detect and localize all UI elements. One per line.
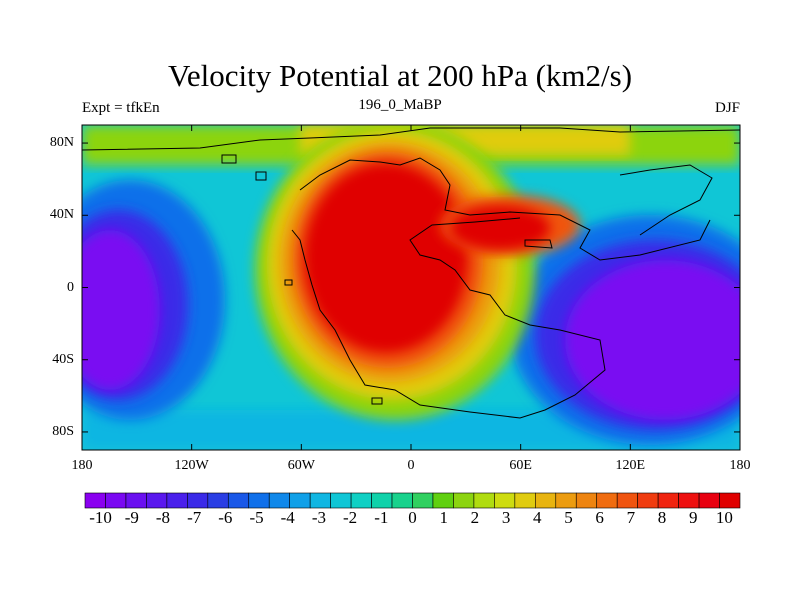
colorbar-swatch xyxy=(616,492,638,509)
experiment-label: Expt = tfkEn xyxy=(82,100,160,116)
colorbar-swatch xyxy=(412,492,434,509)
colorbar-swatch xyxy=(227,492,250,509)
colorbar-swatch xyxy=(657,492,679,509)
colorbar-swatch xyxy=(575,492,598,509)
x-tick-label: 0 xyxy=(407,458,415,473)
colorbar-label: -1 xyxy=(374,508,389,527)
x-tick-label: 120W xyxy=(174,458,209,473)
x-tick-label: 60W xyxy=(287,458,315,473)
y-tick-label: 0 xyxy=(67,279,74,295)
colorbar-swatch xyxy=(514,492,536,509)
run-label: 196_0_MaBP xyxy=(358,97,442,113)
colorbar-label: 7 xyxy=(626,508,636,527)
velocity-potential-field xyxy=(82,125,740,450)
colorbar-label: -3 xyxy=(311,508,327,527)
colorbar-label: -4 xyxy=(280,508,295,527)
colorbar-label: 1 xyxy=(439,508,448,527)
colorbar-label: -7 xyxy=(187,508,202,527)
colorbar-swatch xyxy=(391,492,413,509)
colorbar-label: 6 xyxy=(595,508,604,527)
colorbar-swatch xyxy=(309,492,331,509)
colorbar-swatch xyxy=(330,492,352,509)
colorbar xyxy=(84,492,741,509)
colorbar-label: 4 xyxy=(533,508,542,527)
x-tick-label: 180 xyxy=(729,458,751,473)
colorbar-swatch xyxy=(289,492,311,509)
season-label: DJF xyxy=(714,100,740,116)
colorbar-label: -5 xyxy=(249,508,264,527)
colorbar-label: -8 xyxy=(155,508,171,527)
colorbar-swatch xyxy=(84,492,106,509)
x-tick-label: 180 xyxy=(71,458,93,473)
colorbar-swatch xyxy=(125,492,147,509)
colorbar-swatch xyxy=(555,492,577,509)
colorbar-swatch xyxy=(207,492,229,509)
y-tick-label: 80S xyxy=(52,423,74,439)
colorbar-swatch xyxy=(678,492,700,509)
x-tick-label: 60E xyxy=(509,458,532,473)
colorbar-label: 10 xyxy=(715,508,733,527)
y-tick-label: 40N xyxy=(49,207,74,223)
colorbar-label: -10 xyxy=(89,508,112,527)
colorbar-swatch xyxy=(248,492,270,509)
colorbar-label: 8 xyxy=(657,508,667,527)
colorbar-label: 9 xyxy=(688,508,698,527)
colorbar-swatch xyxy=(535,492,557,509)
colorbar-label: 3 xyxy=(501,508,511,527)
colorbar-swatch xyxy=(105,492,127,509)
colorbar-swatch xyxy=(494,492,516,509)
colorbar-label: 0 xyxy=(408,508,417,527)
colorbar-label: -9 xyxy=(124,508,139,527)
colorbar-swatch xyxy=(453,492,475,509)
map-title: Velocity Potential at 200 hPa (km2/s) xyxy=(167,58,633,93)
x-tick-label: 120E xyxy=(615,458,646,473)
coastline xyxy=(82,127,740,419)
colorbar-swatch xyxy=(637,492,659,509)
colorbar-swatch xyxy=(187,492,209,509)
colorbar-swatch xyxy=(268,492,290,509)
colorbar-swatch xyxy=(719,492,741,509)
colorbar-swatch xyxy=(432,492,454,509)
colorbar-label: 5 xyxy=(564,508,573,527)
colorbar-swatch xyxy=(166,492,188,509)
y-tick-label: 80N xyxy=(49,135,74,151)
colorbar-label: 2 xyxy=(470,508,480,527)
colorbar-swatch xyxy=(146,492,168,509)
colorbar-swatch xyxy=(596,492,618,509)
colorbar-label: -2 xyxy=(343,508,358,527)
colorbar-label: -6 xyxy=(218,508,233,527)
colorbar-swatch xyxy=(350,492,372,509)
colorbar-swatch xyxy=(473,492,495,509)
y-tick-label: 40S xyxy=(52,351,74,367)
colorbar-swatch xyxy=(698,492,720,509)
colorbar-swatch xyxy=(371,492,393,509)
